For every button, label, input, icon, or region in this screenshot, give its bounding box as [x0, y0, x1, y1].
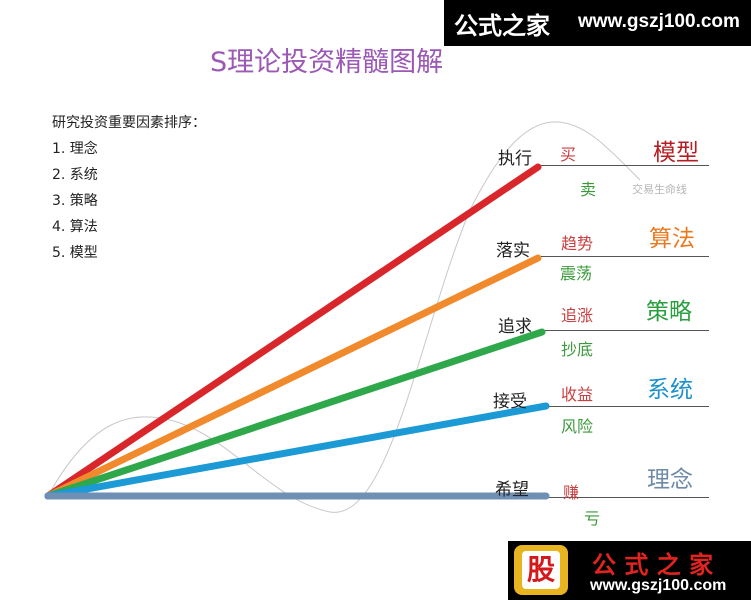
level-divider — [549, 406, 709, 407]
factor-item: 5. 模型 — [52, 245, 98, 261]
level-bottom-term: 卖 — [580, 180, 597, 199]
factor-item: 1. 理念 — [52, 141, 98, 157]
line-label-execute: 执行 — [498, 149, 532, 169]
factor-heading: 研究投资重要因素排序： — [52, 115, 206, 131]
level-bottom-term: 亏 — [584, 509, 601, 528]
watermark-bottom: 股 公 式 之 家 www.gszj100.com — [508, 541, 751, 600]
ray-line-model — [44, 163, 542, 500]
factor-item: 2. 系统 — [52, 167, 98, 183]
category-system: 系统 — [647, 377, 693, 403]
level-divider — [545, 330, 709, 331]
page-title: S理论投资精髓图解 — [210, 47, 444, 78]
watermark-url: www.gszj100.com — [590, 577, 727, 594]
category-model: 模型 — [653, 140, 699, 166]
category-algorithm: 算法 — [649, 226, 695, 252]
level-bottom-term: 风险 — [561, 417, 594, 436]
ray-line-algorithm — [44, 254, 542, 500]
line-label-pursue: 追求 — [498, 317, 532, 337]
level-divider — [541, 256, 709, 257]
level-bottom-term: 震荡 — [560, 264, 593, 283]
line-label-hope: 希望 — [495, 480, 529, 500]
level-top-term: 追涨 — [561, 306, 594, 325]
category-strategy: 策略 — [646, 299, 692, 325]
level-top-term: 收益 — [561, 385, 594, 404]
stock-badge-icon: 股 — [514, 545, 568, 595]
factor-item: 4. 算法 — [52, 219, 98, 235]
level-top-term: 趋势 — [561, 234, 594, 253]
level-bottom-term: 抄底 — [561, 340, 594, 359]
ray-line-system — [44, 402, 550, 500]
category-philosophy: 理念 — [647, 467, 693, 493]
ray-line-strategy — [44, 328, 546, 500]
watermark-brand: 公式之家 — [454, 12, 550, 40]
level-divider — [541, 165, 709, 166]
level-divider — [549, 497, 709, 498]
level-top-term: 赚 — [563, 483, 580, 502]
level-top-term: 买 — [560, 145, 577, 164]
factor-item: 3. 策略 — [52, 193, 98, 209]
lifeline-label: 交易生命线 — [632, 183, 687, 196]
watermark-url: www.gszj100.com — [578, 11, 740, 32]
watermark-top: 公式之家 www.gszj100.com — [444, 0, 751, 46]
line-label-accept: 接受 — [493, 392, 527, 412]
line-label-implement: 落实 — [496, 241, 530, 261]
watermark-brand: 公 式 之 家 — [592, 551, 714, 579]
